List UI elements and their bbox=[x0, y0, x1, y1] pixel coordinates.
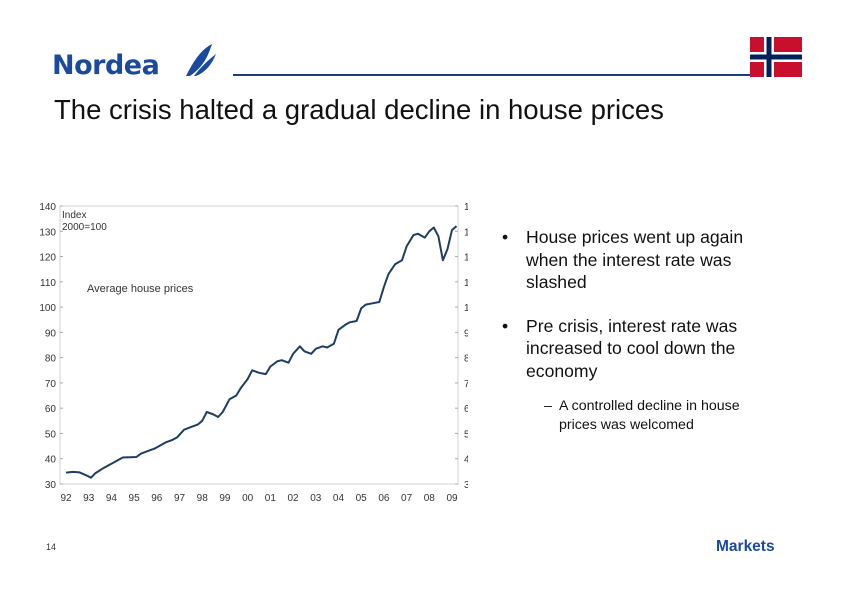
x-tick-label: 06 bbox=[378, 493, 390, 504]
y-tick-label-left: 30 bbox=[45, 480, 57, 491]
bullet-line: Pre crisis, interest rate was bbox=[526, 315, 738, 336]
bullet-item: • House prices went up again when the in… bbox=[502, 226, 822, 294]
bullet-line: House prices went up again bbox=[526, 227, 744, 247]
bullet-item: • Pre crisis, interest rate was increase… bbox=[502, 315, 822, 383]
y-tick-label-left: 120 bbox=[39, 253, 56, 264]
bullet-line: increased to cool down the bbox=[526, 338, 736, 358]
x-tick-label: 96 bbox=[151, 493, 163, 504]
markets-label: Markets bbox=[716, 538, 775, 555]
series-label: Average house prices bbox=[87, 283, 194, 295]
y-tick-label-left: 140 bbox=[39, 202, 56, 213]
y-tick-label-left: 130 bbox=[39, 227, 56, 238]
x-tick-label: 08 bbox=[424, 493, 436, 504]
x-tick-label: 95 bbox=[129, 493, 141, 504]
x-tick-label: 93 bbox=[83, 493, 95, 504]
sub-bullet-dash: – bbox=[544, 398, 552, 414]
bullet-dot: • bbox=[502, 315, 509, 336]
y-tick-label-right: 90 bbox=[464, 328, 468, 339]
x-tick-label: 01 bbox=[265, 493, 277, 504]
index-label: Index bbox=[62, 210, 86, 221]
y-tick-label-right: 110 bbox=[464, 278, 468, 289]
plot-frame bbox=[59, 205, 459, 485]
y-tick-label-left: 100 bbox=[39, 303, 56, 314]
bullet-dot: • bbox=[502, 227, 509, 247]
house-price-chart: 30 30 40 40 50 50 60 60 70 70 80 80 90 90 100 100 110 110… bbox=[39, 202, 468, 504]
y-tick-label-left: 40 bbox=[45, 455, 57, 466]
x-tick-label: 98 bbox=[197, 493, 209, 504]
y-tick-label-right: 80 bbox=[464, 354, 468, 365]
header-rule bbox=[233, 74, 789, 76]
y-tick-label-left: 50 bbox=[45, 429, 57, 440]
x-tick-label: 04 bbox=[333, 493, 345, 504]
x-tick-label: 92 bbox=[60, 493, 72, 504]
y-tick-label-right: 120 bbox=[464, 253, 468, 264]
y-tick-label-right: 130 bbox=[464, 227, 468, 238]
sail-icon bbox=[186, 44, 216, 76]
y-tick-label-left: 60 bbox=[45, 404, 57, 415]
y-tick-label-right: 70 bbox=[464, 379, 468, 390]
sub-bullet-line: A controlled decline in house bbox=[559, 398, 740, 414]
bullet-list: • House prices went up again when the in… bbox=[502, 226, 822, 435]
x-tick-label: 05 bbox=[356, 493, 368, 504]
y-tick-label-left: 90 bbox=[45, 328, 57, 339]
series-line bbox=[65, 225, 458, 479]
x-tick-label: 99 bbox=[219, 493, 231, 504]
x-tick-label: 00 bbox=[242, 493, 254, 504]
y-tick-label-right: 30 bbox=[464, 480, 468, 491]
x-tick-label: 09 bbox=[446, 493, 458, 504]
slide-title: The crisis halted a gradual decline in h… bbox=[54, 94, 664, 125]
y-tick-label-left: 110 bbox=[40, 278, 56, 289]
x-tick-label: 03 bbox=[310, 493, 322, 504]
x-tick-label: 07 bbox=[401, 493, 413, 504]
sub-bullet-item: – A controlled decline in house prices w… bbox=[502, 397, 822, 435]
y-tick-label-right: 100 bbox=[464, 303, 468, 314]
bullet-line: when the interest rate was bbox=[526, 249, 732, 270]
logo-wordmark: Nordea bbox=[52, 50, 160, 81]
y-tick-label-right: 40 bbox=[464, 455, 468, 466]
y-tick-label-right: 60 bbox=[464, 404, 468, 415]
x-tick-label: 94 bbox=[106, 493, 118, 504]
y-tick-label-left: 80 bbox=[45, 354, 57, 365]
bullet-line: slashed bbox=[526, 272, 587, 292]
bullet-line: economy bbox=[526, 360, 598, 381]
y-tick-label-left: 70 bbox=[45, 379, 57, 390]
page-number: 14 bbox=[46, 542, 57, 552]
y-tick-label-right: 140 bbox=[464, 202, 468, 213]
x-tick-label: 97 bbox=[174, 493, 186, 504]
x-tick-label: 02 bbox=[287, 493, 299, 504]
y-tick-label-right: 50 bbox=[464, 429, 468, 440]
sub-bullet-line: prices was welcomed bbox=[559, 417, 694, 433]
norway-flag-icon bbox=[750, 37, 802, 77]
index-base-label: 2000=100 bbox=[62, 222, 107, 233]
